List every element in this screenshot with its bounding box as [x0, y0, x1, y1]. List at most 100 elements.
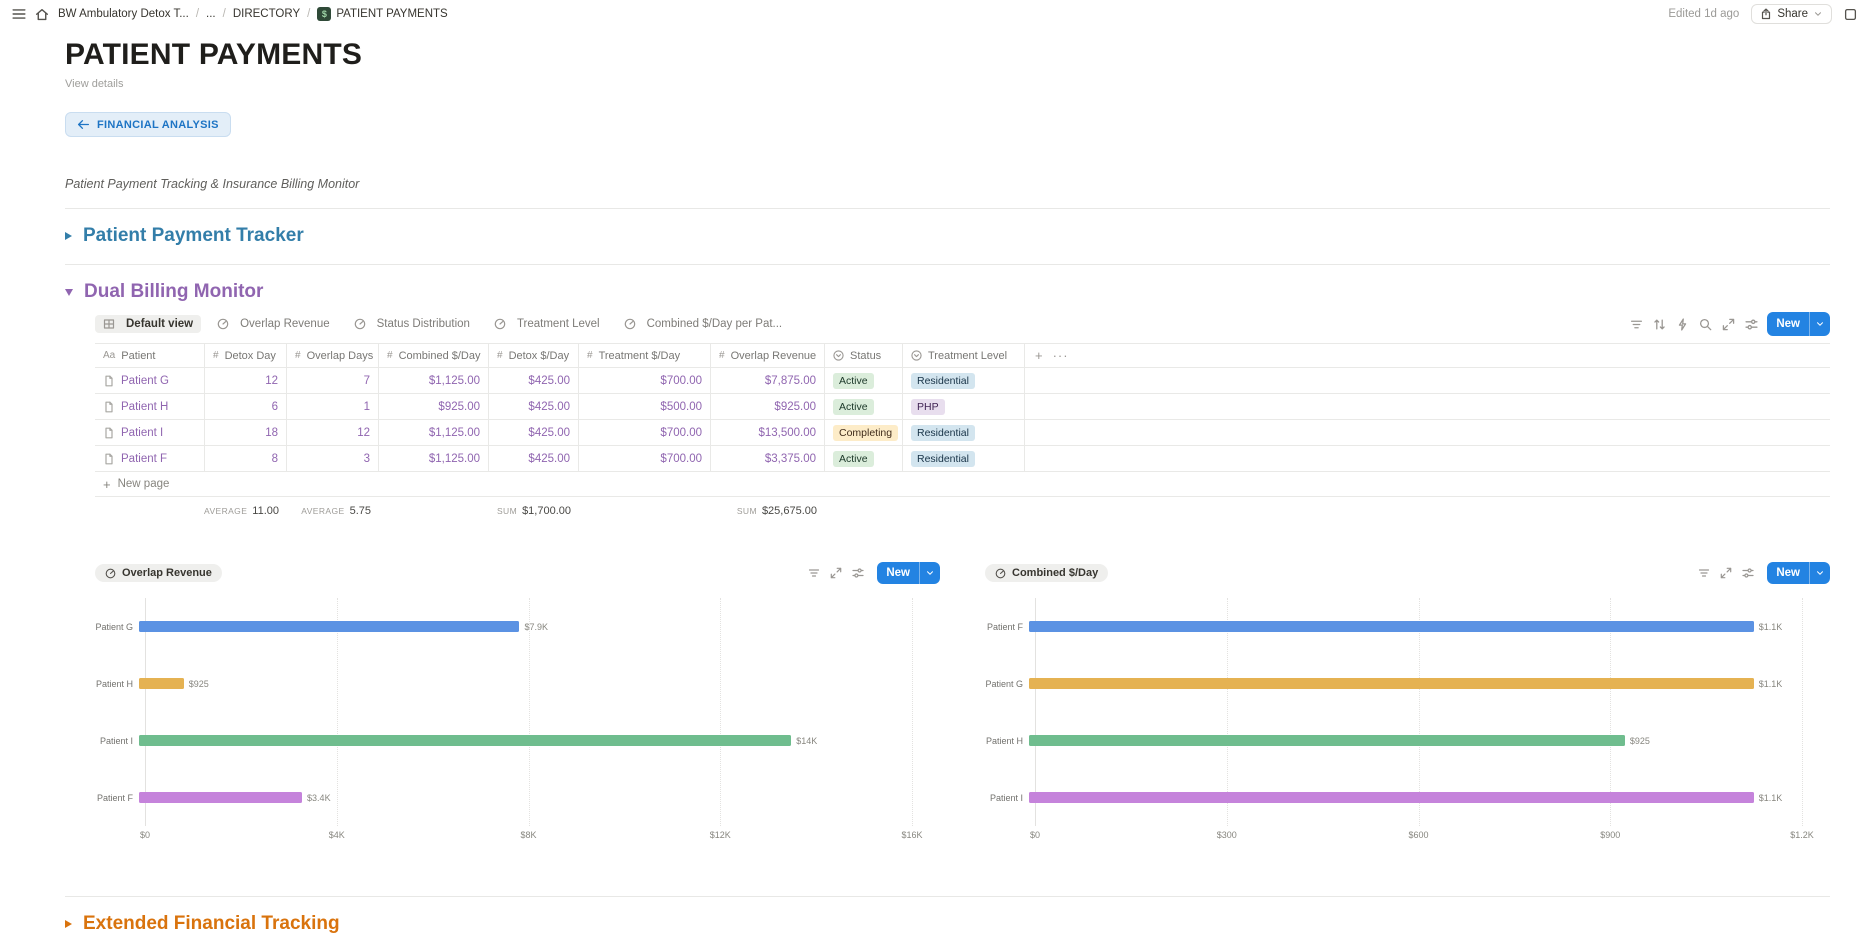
select-icon	[911, 350, 922, 361]
aggregate-value: $25,675.00	[761, 504, 817, 517]
column-header-detox-day[interactable]: # Detox $/Day	[489, 344, 579, 367]
cell-level[interactable]: Residential	[903, 420, 1025, 445]
cell-status[interactable]: Active	[825, 368, 903, 393]
new-button[interactable]: New	[1767, 312, 1830, 336]
breadcrumb-item[interactable]: DIRECTORY	[232, 8, 301, 20]
tab-default-view[interactable]: Default view	[95, 315, 202, 333]
cell-detox[interactable]: $425.00	[489, 394, 579, 419]
cell-overlap_days[interactable]: 3	[287, 446, 379, 471]
cell-patient[interactable]: Patient I	[95, 420, 205, 445]
filter-icon[interactable]	[1695, 564, 1713, 582]
share-button[interactable]: Share	[1751, 4, 1832, 24]
cell-treatment[interactable]: $700.00	[579, 368, 711, 393]
toggle-dual-billing-monitor[interactable]: Dual Billing Monitor	[65, 281, 1830, 303]
column-header-status[interactable]: Status	[825, 344, 903, 367]
column-header-overlap-revenue[interactable]: # Overlap Revenue	[711, 344, 825, 367]
filter-icon[interactable]	[1627, 315, 1646, 334]
expand-icon[interactable]	[827, 564, 845, 582]
new-page-row[interactable]: + New page	[95, 472, 1830, 497]
window-icon[interactable]	[1844, 8, 1857, 21]
new-button[interactable]: New	[877, 562, 940, 584]
zap-icon[interactable]	[1673, 315, 1692, 334]
cell-detox[interactable]: $425.00	[489, 420, 579, 445]
expand-icon[interactable]	[1717, 564, 1735, 582]
cell-patient[interactable]: Patient F	[95, 446, 205, 471]
bar-value-label: $1.1K	[1758, 678, 1783, 689]
sliders-icon[interactable]	[1739, 564, 1757, 582]
cell-overlap_days[interactable]: 7	[287, 368, 379, 393]
cell-level[interactable]: Residential	[903, 446, 1025, 471]
cell-detox_day[interactable]: 8	[205, 446, 287, 471]
cell-level[interactable]: Residential	[903, 368, 1025, 393]
cell-treatment[interactable]: $700.00	[579, 446, 711, 471]
add-column-button[interactable]: +	[1035, 348, 1043, 363]
cell-overlap_revenue[interactable]: $925.00	[711, 394, 825, 419]
cell-detox[interactable]: $425.00	[489, 368, 579, 393]
column-header-combined-day[interactable]: # Combined $/Day	[379, 344, 489, 367]
column-header-treatment-day[interactable]: # Treatment $/Day	[579, 344, 711, 367]
cell-overlap_revenue[interactable]: $13,500.00	[711, 420, 825, 445]
breadcrumb-item[interactable]: ...	[206, 8, 216, 20]
chart-title-pill[interactable]: Combined $/Day	[985, 564, 1109, 582]
cell-level[interactable]: PHP	[903, 394, 1025, 419]
column-header-treatment-level[interactable]: Treatment Level	[903, 344, 1025, 367]
cell-overlap_revenue[interactable]: $3,375.00	[711, 446, 825, 471]
aggregate-overlap-revenue[interactable]: SUM $25,675.00	[711, 497, 825, 524]
tab-overlap-revenue[interactable]: Overlap Revenue	[209, 315, 338, 333]
chart-title-pill[interactable]: Overlap Revenue	[95, 564, 222, 582]
cell-treatment[interactable]: $500.00	[579, 394, 711, 419]
cell-status[interactable]: Active	[825, 446, 903, 471]
menu-icon[interactable]	[12, 7, 26, 21]
home-icon[interactable]	[35, 7, 49, 21]
chart-bar-row: Patient G $7.9K	[95, 598, 940, 655]
x-tick-label: $600	[1408, 830, 1429, 840]
breadcrumb-item[interactable]: BW Ambulatory Detox T...	[58, 8, 189, 20]
cell-status[interactable]: Completing	[825, 420, 903, 445]
tab-treatment-level[interactable]: Treatment Level	[486, 315, 608, 333]
sort-icon[interactable]	[1650, 315, 1669, 334]
cell-detox_day[interactable]: 12	[205, 368, 287, 393]
expand-icon[interactable]	[1719, 315, 1738, 334]
search-icon[interactable]	[1696, 315, 1715, 334]
cell-combined[interactable]: $925.00	[379, 394, 489, 419]
breadcrumb-item[interactable]: $ PATIENT PAYMENTS	[317, 7, 448, 21]
filter-icon[interactable]	[805, 564, 823, 582]
cell-overlap_revenue[interactable]: $7,875.00	[711, 368, 825, 393]
cell-treatment[interactable]: $700.00	[579, 420, 711, 445]
cell-combined[interactable]: $1,125.00	[379, 446, 489, 471]
x-tick-label: $12K	[709, 830, 731, 840]
sliders-icon[interactable]	[1742, 315, 1761, 334]
table-options-button[interactable]: ···	[1052, 348, 1069, 363]
column-header-patient[interactable]: Aa Patient	[95, 344, 205, 367]
cell-patient[interactable]: Patient G	[95, 368, 205, 393]
aggregate-detox-day[interactable]: SUM $1,700.00	[489, 497, 579, 524]
financial-analysis-button[interactable]: FINANCIAL ANALYSIS	[65, 112, 231, 137]
tab-status-distribution[interactable]: Status Distribution	[346, 315, 478, 333]
cell-patient[interactable]: Patient H	[95, 394, 205, 419]
view-details-link[interactable]: View details	[65, 78, 124, 90]
cell-combined[interactable]: $1,125.00	[379, 368, 489, 393]
cell-overlap_days[interactable]: 12	[287, 420, 379, 445]
number-icon: #	[213, 350, 219, 361]
toggle-patient-payment-tracker[interactable]: Patient Payment Tracker	[65, 225, 1830, 247]
tab-combined-day-per-pat-[interactable]: Combined $/Day per Pat...	[616, 315, 791, 333]
column-label: Treatment $/Day	[598, 349, 681, 362]
cell-combined[interactable]: $1,125.00	[379, 420, 489, 445]
aggregate-overlap-days[interactable]: AVERAGE 5.75	[287, 497, 379, 524]
column-header-detox-day[interactable]: # Detox Day	[205, 344, 287, 367]
cell-detox[interactable]: $425.00	[489, 446, 579, 471]
bar-value-label: $7.9K	[524, 621, 548, 632]
aggregate-detox-day[interactable]: AVERAGE 11.00	[204, 497, 287, 524]
sliders-icon[interactable]	[849, 564, 867, 582]
new-button[interactable]: New	[1767, 562, 1830, 584]
column-header-overlap-days[interactable]: # Overlap Days	[287, 344, 379, 367]
chart-plot: Patient G $7.9K Patient H $925 Patient I…	[95, 598, 940, 844]
new-page-label: New page	[117, 478, 170, 490]
cell-overlap_days[interactable]: 1	[287, 394, 379, 419]
cell-detox_day[interactable]: 6	[205, 394, 287, 419]
toggle-extended-financial-tracking[interactable]: Extended Financial Tracking	[65, 913, 1830, 935]
cell-status[interactable]: Active	[825, 394, 903, 419]
bar	[1029, 735, 1625, 746]
table-row: Patient G 12 7 $1,125.00 $425.00 $700.00 $7,87…	[95, 368, 1830, 394]
cell-detox_day[interactable]: 18	[205, 420, 287, 445]
